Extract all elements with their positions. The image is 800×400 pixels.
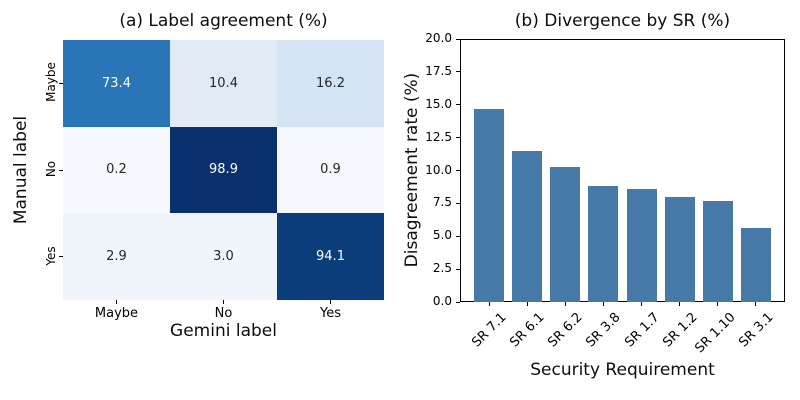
heatmap-cell: 3.0 [170,213,277,300]
bar-ytick-mark [456,38,460,40]
bars-layer [460,39,785,302]
heatmap-xtick-mark [330,300,331,304]
bar [512,150,543,302]
bar-xtick-mark [641,302,642,306]
heatmap-xtick-label: No [214,306,233,321]
heatmap-cell: 73.4 [63,40,170,127]
heatmap-cell: 16.2 [277,40,384,127]
bar-ytick-label: 5.0 [432,228,452,243]
heatmap-ytick-mark [59,256,63,258]
bar-ytick-mark [456,235,460,237]
bar-ytick-mark [456,71,460,73]
bar-ytick-label: 10.0 [425,162,452,177]
bar [474,108,505,302]
heatmap-grid: 73.4 10.4 16.2 0.2 98.9 0.9 2.9 3.0 94.1 [63,40,384,300]
heatmap-ytick-label: No [44,160,58,178]
bar [626,188,657,302]
bar-ytick-mark [456,137,460,139]
bar-ytick-mark [456,268,460,270]
bar-ytick-label: 0.0 [432,294,452,308]
bar-chart-title: (b) Divergence by SR (%) [514,11,731,31]
bar-xtick-mark [679,302,681,306]
heatmap-xlabel: Gemini label [170,321,277,341]
heatmap-ylabel: Manual label [11,115,31,225]
bar-ytick-mark [456,104,460,106]
heatmap-cell: 2.9 [63,213,170,300]
heatmap-cell: 10.4 [170,40,277,127]
bar-chart-xlabel: Security Requirement [530,360,715,380]
bar-ytick-label: 7.5 [432,195,452,210]
bar-ytick-label: 15.0 [425,96,452,111]
heatmap-ytick-mark [59,169,63,171]
heatmap-ytick-label: Maybe [44,62,58,103]
bar-ytick-label: 17.5 [425,63,452,78]
bar [550,166,581,302]
bar-ytick-mark [456,202,460,204]
heatmap-xtick-label: Maybe [94,306,139,321]
bar-xtick-mark [717,302,719,306]
heatmap-xtick-mark [116,300,117,304]
bar-xtick-mark [755,302,757,306]
heatmap-xtick-label: Yes [320,306,341,321]
bar [588,186,619,302]
heatmap-ytick-mark [59,82,63,84]
heatmap-xtick-mark [223,300,224,304]
bar [702,200,733,302]
bar-xtick-mark [602,302,604,306]
heatmap-cell: 0.2 [63,126,170,214]
bar [740,228,771,302]
bar-xtick-mark [526,302,528,306]
bar-ytick-label: 2.5 [432,261,452,276]
bar-xtick-mark [564,302,566,306]
heatmap-ytick-label: Yes [44,245,58,266]
bar [664,196,695,302]
heatmap-cell: 94.1 [277,213,384,300]
bar-ytick-mark [456,301,460,303]
bar-ytick-label: 12.5 [425,129,452,144]
heatmap-cell: 0.9 [277,126,384,214]
heatmap-cell: 98.9 [170,126,277,214]
bar-xtick-mark [488,302,490,306]
bar-ytick-label: 20.0 [425,31,452,45]
bar-ytick-mark [456,170,460,171]
heatmap-title: (a) Label agreement (%) [119,11,328,31]
